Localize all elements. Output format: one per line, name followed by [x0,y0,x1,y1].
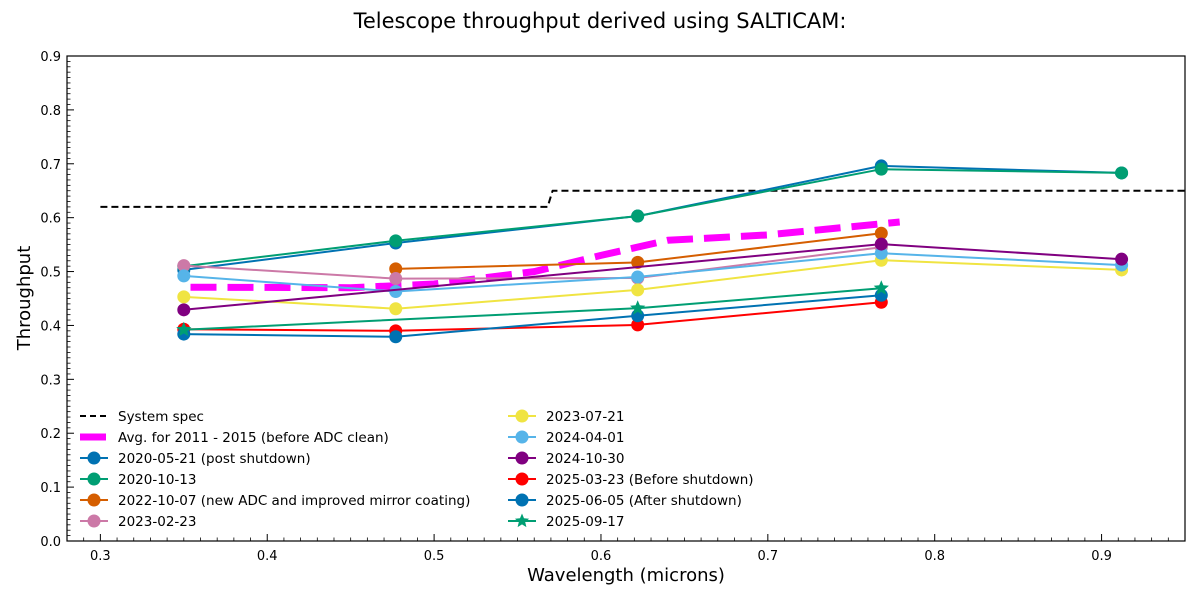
legend-marker [515,451,529,465]
legend-label: 2025-03-23 (Before shutdown) [546,472,754,488]
data-point [631,318,645,332]
x-tick-label: 0.3 [90,549,111,564]
legend-item: 2020-05-21 (post shutdown) [80,451,311,467]
series-line [183,164,1122,271]
legend: System spec Avg. for 2011 - 2015 (before … [80,409,754,530]
y-tick-label: 0.7 [40,158,61,173]
data-point [177,303,191,317]
legend-item: 2023-02-23 [80,514,196,530]
legend-item: 2025-09-17 [508,513,624,530]
series-line [183,294,882,338]
series-2022-10-07-new-adc-and-improved-mirror-coating [389,226,888,276]
data-point [631,209,645,223]
legend-item: 2025-06-05 (After shutdown) [508,493,742,509]
legend-marker [87,451,101,465]
series-2024-04-01 [177,246,1129,298]
x-tick-label: 0.9 [1091,549,1112,564]
series-system-spec [100,189,1185,208]
legend-item: System spec [80,409,204,425]
axes: 0.3 0.4 0.5 0.6 0.7 0.8 0.9 0.0 0.1 0.2 0.3 0.4 0.5 0… [40,50,1186,564]
data-point-star [176,321,192,337]
series-2020-10-13 [177,162,1129,273]
legend-marker-star [514,513,530,528]
y-tick-label: 0.0 [40,535,61,550]
x-tick-label: 0.6 [591,549,612,564]
legend-label: 2024-04-01 [546,430,624,446]
series-2024-10-30 [177,237,1129,317]
y-tick-label: 0.9 [40,50,61,65]
legend-marker [87,514,101,528]
legend-item: Avg. for 2011 - 2015 (before ADC clean) [80,430,389,446]
y-tick-label: 0.6 [40,212,61,227]
data-point [1115,166,1129,180]
plot-area [100,159,1185,344]
legend-marker [87,493,101,507]
legend-label: 2025-06-05 (After shutdown) [546,493,742,509]
data-point [874,246,888,260]
legend-label: 2020-10-13 [118,472,196,488]
data-point [389,330,403,344]
data-point [631,270,645,284]
data-point [389,272,403,286]
y-tick-label: 0.5 [40,266,61,281]
legend-marker [515,472,529,486]
series-line [183,252,1122,293]
series-2025-09-17 [176,280,889,337]
legend-item: 2020-10-13 [80,472,196,488]
x-tick-label: 0.4 [257,549,278,564]
legend-label: 2024-10-30 [546,451,624,467]
data-point [874,162,888,176]
series-line [183,287,882,331]
axes-frame [66,55,1186,542]
x-tick-label: 0.5 [424,549,445,564]
legend-marker [87,472,101,486]
data-point [389,234,403,248]
y-tick-label: 0.4 [40,319,61,334]
y-axis-label: Throughput [14,246,35,352]
legend-item: 2024-10-30 [508,451,624,467]
y-tick-label: 0.1 [40,481,61,496]
data-point [874,237,888,251]
legend-label: 2020-05-21 (post shutdown) [118,451,311,467]
legend-marker [515,493,529,507]
legend-marker [515,409,529,423]
data-point [1115,252,1129,266]
chart-title: Telescope throughput derived using SALTI… [353,9,847,33]
data-point [177,290,191,304]
legend-item: 2024-04-01 [508,430,624,446]
x-tick-label: 0.8 [924,549,945,564]
data-point [389,302,403,316]
series-line [100,189,1185,208]
legend-label: 2023-02-23 [118,514,196,530]
x-axis-label: Wavelength (microns) [527,565,725,586]
data-point [631,255,645,269]
data-point [874,226,888,240]
legend-label: 2022-10-07 (new ADC and improved mirror … [118,493,470,509]
data-point-star [630,300,646,315]
series-2023-07-21 [177,253,1129,316]
x-tick-label: 0.7 [757,549,778,564]
legend-label: System spec [118,409,204,425]
y-tick-label: 0.3 [40,373,61,388]
legend-label: 2023-07-21 [546,409,624,425]
legend-item: 2025-03-23 (Before shutdown) [508,472,754,488]
legend-item: 2023-07-21 [508,409,624,425]
data-point [177,259,191,273]
y-tick-label: 0.2 [40,427,61,442]
legend-marker [515,430,529,444]
data-point-star [873,280,889,295]
series-line [183,301,882,332]
legend-label: 2025-09-17 [546,514,624,530]
data-point [389,284,403,298]
data-point [631,283,645,297]
legend-label: Avg. for 2011 - 2015 (before ADC clean) [118,430,389,446]
data-point [389,262,403,276]
data-point [177,269,191,283]
y-tick-label: 0.8 [40,104,61,119]
legend-item: 2022-10-07 (new ADC and improved mirror … [80,493,470,509]
